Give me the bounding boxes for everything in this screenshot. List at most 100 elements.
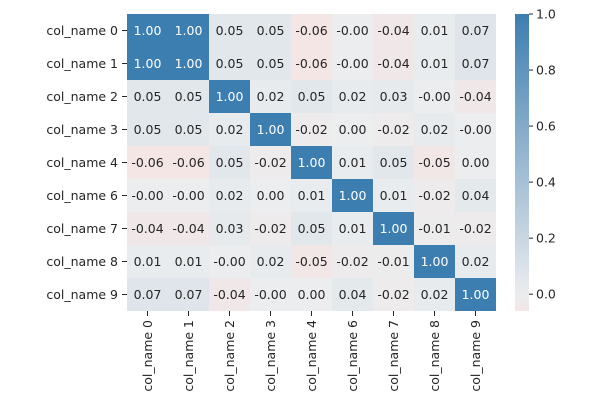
row-label: col_name 4 [46, 155, 118, 170]
heatmap-cell [127, 179, 168, 212]
cell-value: 0.07 [462, 56, 490, 71]
heatmap-cell [209, 47, 250, 80]
heatmap-cell [455, 278, 496, 311]
heatmap-cell [250, 113, 291, 146]
cell-value: -0.01 [418, 221, 450, 236]
col-label: col_name 8 [427, 320, 442, 392]
heatmap-cell [127, 47, 168, 80]
cell-value: 0.04 [462, 188, 490, 203]
heatmap-cell [455, 245, 496, 278]
heatmap-cell [332, 80, 373, 113]
heatmap-cell [209, 179, 250, 212]
cell-value: -0.04 [131, 221, 163, 236]
cell-value: 0.05 [216, 155, 244, 170]
heatmap-cell [291, 47, 332, 80]
heatmap-cell [373, 278, 414, 311]
heatmap-cell [250, 245, 291, 278]
colorbar-tick-label: 0.8 [536, 63, 556, 78]
heatmap-cell [373, 146, 414, 179]
heatmap-cell [127, 113, 168, 146]
cell-value: 1.00 [134, 56, 162, 71]
cell-value: 0.01 [421, 56, 449, 71]
cell-value: -0.02 [295, 122, 327, 137]
cell-value: 0.07 [462, 23, 490, 38]
heatmap-cell [127, 212, 168, 245]
heatmap-cell [455, 14, 496, 47]
cell-value: 1.00 [175, 23, 203, 38]
col-label: col_name 2 [222, 320, 237, 392]
heatmap-cell [127, 14, 168, 47]
cell-value: -0.02 [377, 287, 409, 302]
cell-value: 0.05 [257, 56, 285, 71]
heatmap-cell [127, 245, 168, 278]
heatmap-cell [168, 179, 209, 212]
cell-value: -0.01 [377, 254, 409, 269]
cell-value: 0.04 [339, 287, 367, 302]
heatmap-cell [209, 146, 250, 179]
heatmap-cell [373, 245, 414, 278]
cell-value: 0.00 [339, 122, 367, 137]
heatmap-cell [414, 212, 455, 245]
cell-value: -0.04 [459, 89, 491, 104]
heatmap-cell [414, 179, 455, 212]
cell-value: -0.04 [377, 56, 409, 71]
heatmap-cell [168, 146, 209, 179]
cell-value: -0.06 [295, 56, 327, 71]
cell-value: 0.05 [216, 56, 244, 71]
cell-value: 1.00 [339, 188, 367, 203]
heatmap-cell [414, 14, 455, 47]
heatmap-cell [332, 113, 373, 146]
row-label: col_name 0 [46, 23, 118, 38]
heatmap-cell [209, 278, 250, 311]
col-label: col_name 6 [345, 320, 360, 392]
col-label: col_name 7 [386, 320, 401, 392]
row-label: col_name 3 [46, 122, 118, 137]
cell-value: 1.00 [298, 155, 326, 170]
cell-value: 1.00 [216, 89, 244, 104]
cell-value: 0.01 [421, 23, 449, 38]
cell-value: 0.02 [216, 122, 244, 137]
heatmap-cell [373, 47, 414, 80]
cell-value: -0.02 [336, 254, 368, 269]
heatmap-cell [291, 245, 332, 278]
heatmap-cell [332, 245, 373, 278]
cell-value: 0.03 [380, 89, 408, 104]
heatmap-cell [168, 14, 209, 47]
colorbar-tick-label: 0.4 [536, 175, 556, 190]
cell-value: 1.00 [134, 23, 162, 38]
cell-value: 0.05 [175, 122, 203, 137]
cell-value: 0.00 [462, 155, 490, 170]
heatmap-cell [455, 47, 496, 80]
heatmap-cell [168, 47, 209, 80]
col-label: col_name 3 [263, 320, 278, 392]
cell-value: 0.01 [339, 221, 367, 236]
colorbar-tick-label: 0.2 [536, 231, 556, 246]
cell-value: -0.00 [254, 287, 286, 302]
cell-value: 0.02 [339, 89, 367, 104]
col-label: col_name 1 [181, 320, 196, 392]
cell-value: -0.06 [131, 155, 163, 170]
heatmap-cell [250, 47, 291, 80]
cell-value: 0.01 [339, 155, 367, 170]
heatmap-cell [250, 146, 291, 179]
cell-value: -0.06 [172, 155, 204, 170]
cell-value: -0.00 [172, 188, 204, 203]
cell-value: 0.05 [298, 221, 326, 236]
heatmap-cell [291, 14, 332, 47]
heatmap-cell [168, 212, 209, 245]
heatmap-cell [414, 278, 455, 311]
cell-value: -0.02 [418, 188, 450, 203]
cell-value: 0.02 [257, 89, 285, 104]
row-label: col_name 7 [46, 221, 118, 236]
heatmap-cell [291, 146, 332, 179]
cell-value: 1.00 [175, 56, 203, 71]
heatmap-cell [291, 278, 332, 311]
cell-value: 0.01 [298, 188, 326, 203]
heatmap-cell [373, 113, 414, 146]
heatmap-cell [250, 278, 291, 311]
col-label: col_name 9 [468, 320, 483, 392]
heatmap-cell [250, 80, 291, 113]
cell-value: 0.00 [298, 287, 326, 302]
heatmap-cell [332, 14, 373, 47]
